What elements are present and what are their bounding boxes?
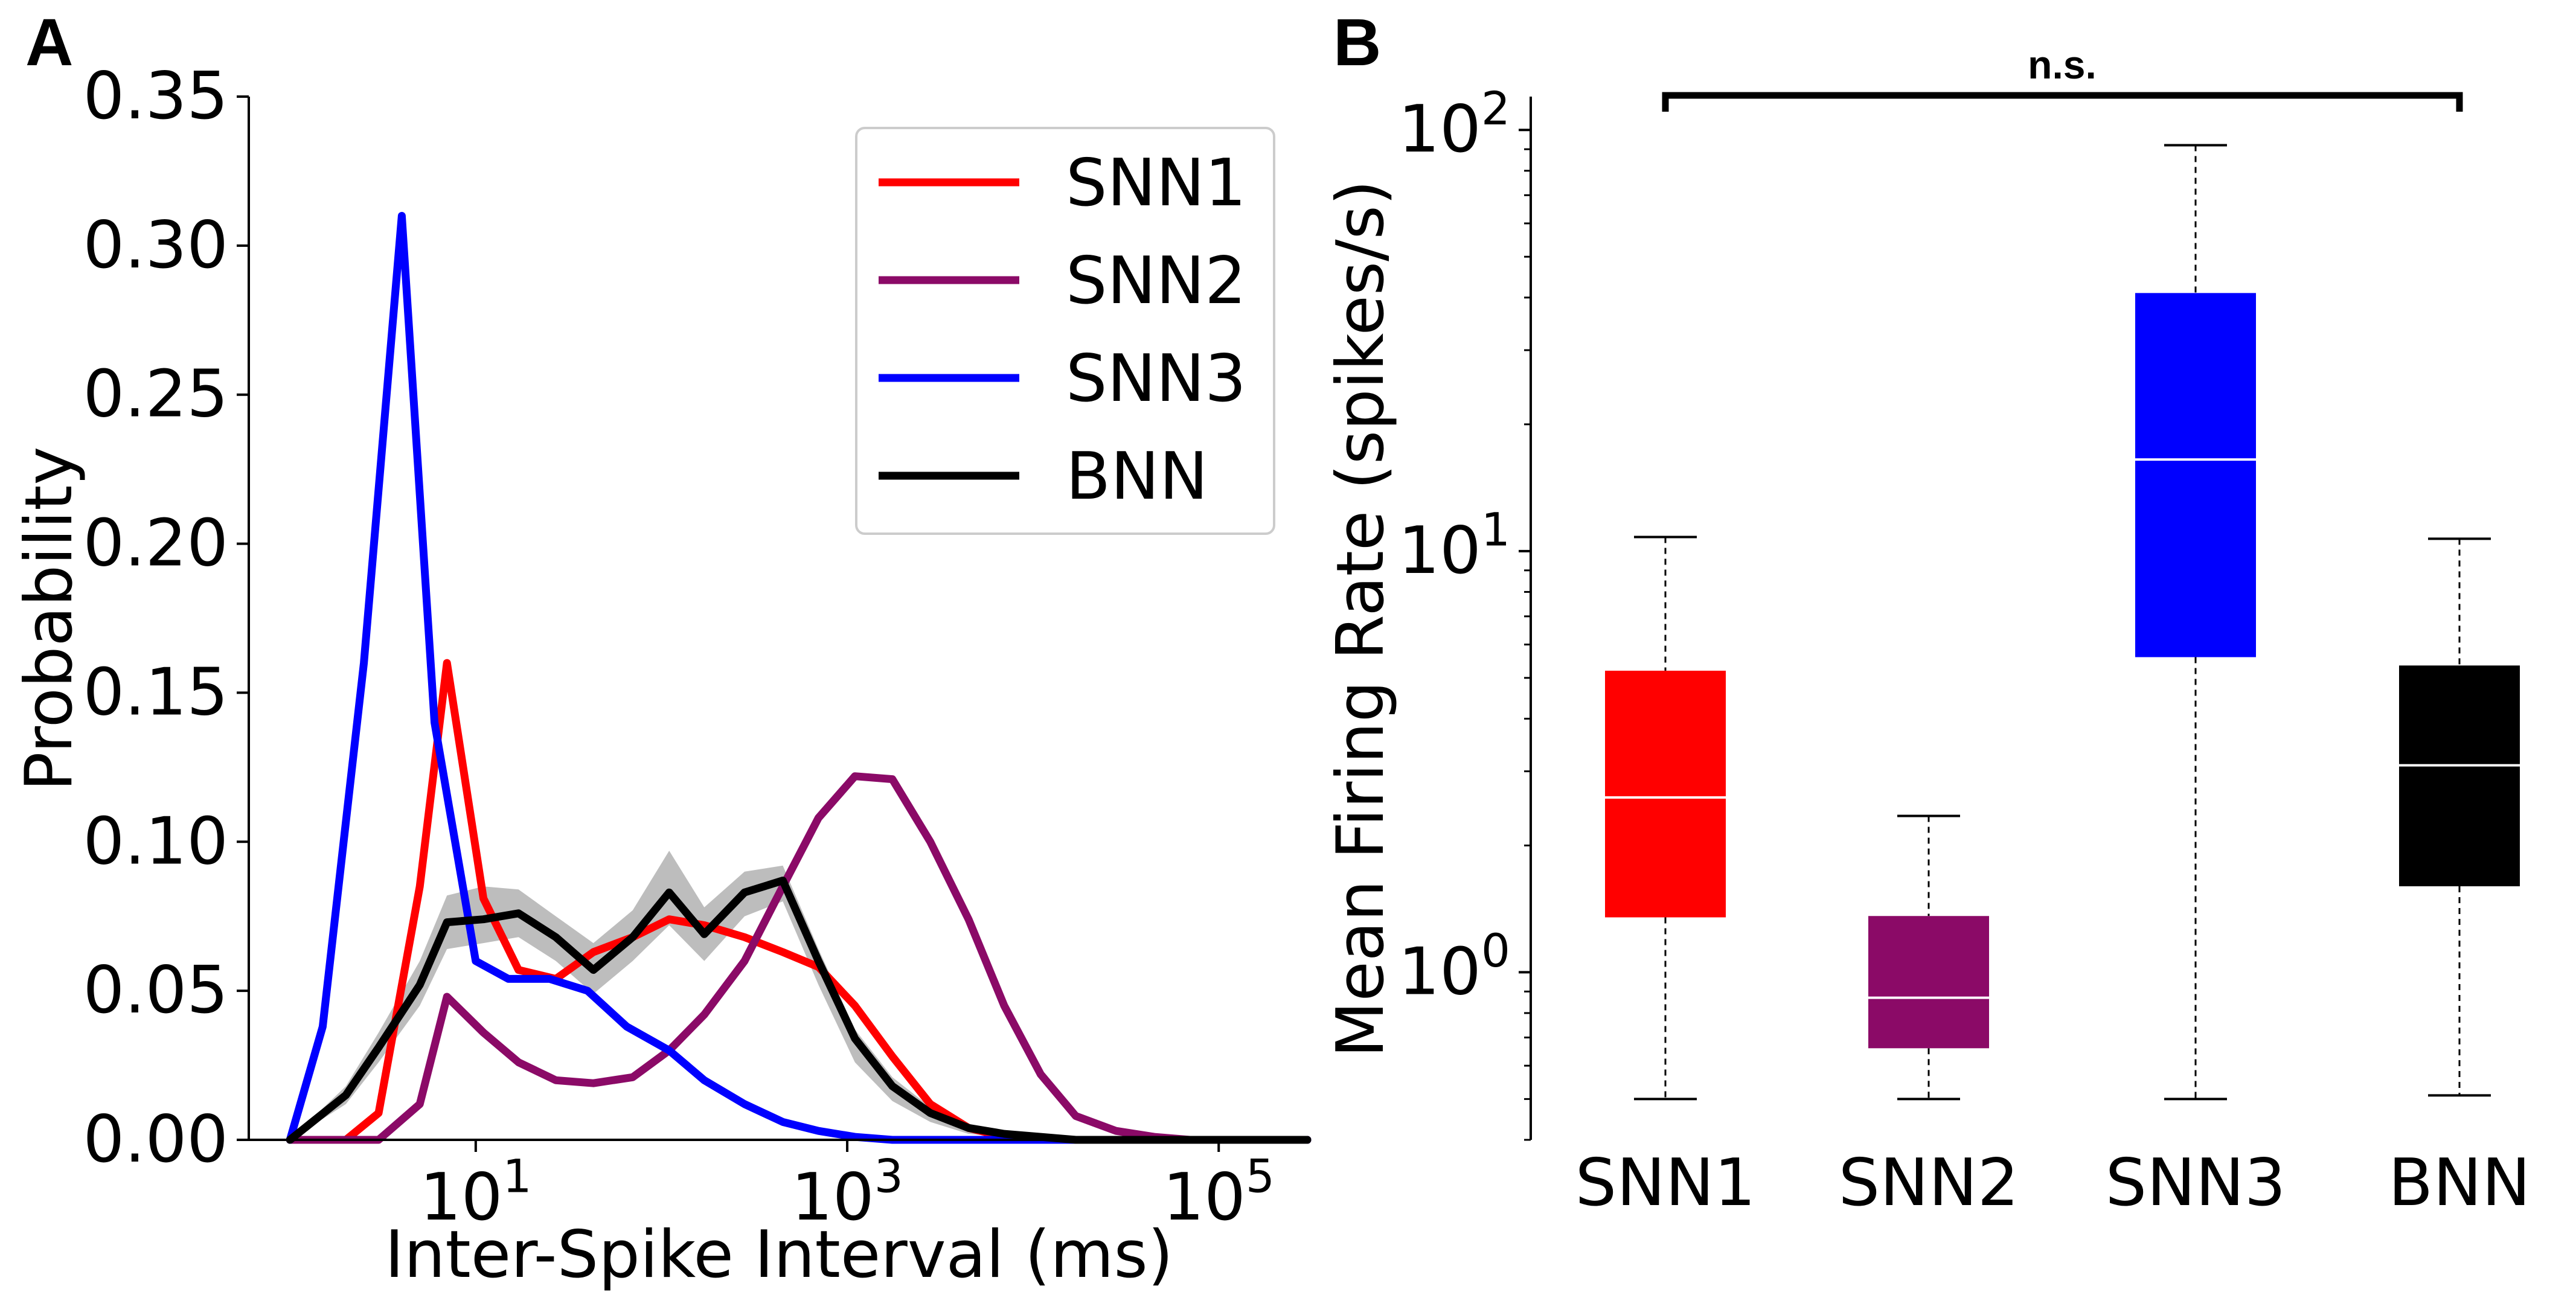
panel-b-y-tick-label: 102 bbox=[1398, 82, 1510, 167]
panel-a-y-tick-label: 0.30 bbox=[83, 208, 228, 283]
box-plots bbox=[1605, 144, 2520, 1101]
series-line-snn2 bbox=[286, 772, 1312, 1144]
panel-b-letter: B bbox=[1333, 5, 1381, 80]
panel-a-y-tick-label: 0.35 bbox=[83, 59, 228, 134]
legend-frame bbox=[855, 127, 1275, 535]
significance-bracket: n.s. bbox=[1662, 42, 2463, 112]
panel-b-x-tick-label: SNN2 bbox=[1839, 1145, 2019, 1221]
iqr-box-bnn bbox=[2399, 665, 2520, 887]
bnn-band-area bbox=[290, 851, 1308, 1140]
legend-label-snn1: SNN1 bbox=[1066, 145, 1246, 221]
box-snn1 bbox=[1605, 536, 1726, 1101]
panel-b: B 100 101 102 SNN1 SNN2 SNN3 BNN Mean Firing … bbox=[1323, 5, 2531, 1221]
iqr-box-snn1 bbox=[1605, 670, 1726, 918]
significance-label: n.s. bbox=[2028, 42, 2097, 87]
panel-b-x-tick-label: BNN bbox=[2388, 1145, 2531, 1221]
panel-a-x-ticks: 101 103 105 bbox=[420, 1140, 1275, 1235]
legend-entries: SNN1 SNN2 SNN3 BNN bbox=[879, 145, 1246, 514]
significance-bracket-line bbox=[1662, 92, 2463, 112]
panel-a-y-ticks: 0.00 0.05 0.10 0.15 0.20 0.25 0.30 0.35 bbox=[83, 59, 249, 1177]
series-line-snn1 bbox=[286, 659, 1312, 1144]
panel-a-x-tick-label: 101 bbox=[420, 1150, 532, 1235]
legend-label-snn3: SNN3 bbox=[1066, 341, 1246, 417]
legend-label-snn2: SNN2 bbox=[1066, 243, 1246, 319]
panel-b-x-tick-label: SNN3 bbox=[2106, 1145, 2286, 1221]
panel-a-y-tick-label: 0.10 bbox=[83, 804, 228, 879]
panel-a: A 0.000.050.100.150.200.250.300.35 101 10… bbox=[11, 5, 1312, 1293]
legend: SNN1 SNN2 SNN3 BNN bbox=[855, 127, 1275, 535]
panel-b-y-ticks: 100 101 102 bbox=[1398, 82, 1531, 1141]
box-snn3 bbox=[2135, 144, 2256, 1101]
panel-b-x-ticks: SNN1 SNN2 SNN3 BNN bbox=[1575, 1145, 2531, 1221]
box-snn2 bbox=[1868, 814, 1989, 1101]
panel-a-x-tick-label: 105 bbox=[1162, 1150, 1275, 1235]
iqr-box-snn2 bbox=[1868, 916, 1989, 1049]
panel-b-y-tick-label: 101 bbox=[1398, 503, 1510, 588]
bnn-confidence-band bbox=[290, 851, 1308, 1140]
panel-a-y-axis-label: Probability bbox=[11, 447, 87, 791]
legend-label-bnn: BNN bbox=[1066, 439, 1208, 514]
iqr-box-snn3 bbox=[2135, 293, 2256, 657]
panel-a-y-tick-label: 0.20 bbox=[83, 506, 228, 581]
panel-a-x-tick-label: 103 bbox=[791, 1150, 903, 1235]
panel-a-y-tick-label: 0.25 bbox=[83, 357, 228, 432]
panel-a-x-axis-label: Inter-Spike Interval (ms) bbox=[385, 1217, 1173, 1293]
panel-b-x-tick-label: SNN1 bbox=[1575, 1145, 1756, 1221]
panel-a-y-tick-label: 0.00 bbox=[83, 1102, 228, 1177]
panel-b-y-axis-label: Mean Firing Rate (spikes/s) bbox=[1323, 180, 1399, 1058]
box-bnn bbox=[2399, 537, 2520, 1097]
panel-b-y-tick-label: 100 bbox=[1398, 924, 1510, 1009]
panel-a-y-tick-label: 0.15 bbox=[83, 654, 228, 730]
panel-a-letter: A bbox=[25, 5, 73, 80]
panel-a-y-tick-label: 0.05 bbox=[83, 953, 228, 1028]
